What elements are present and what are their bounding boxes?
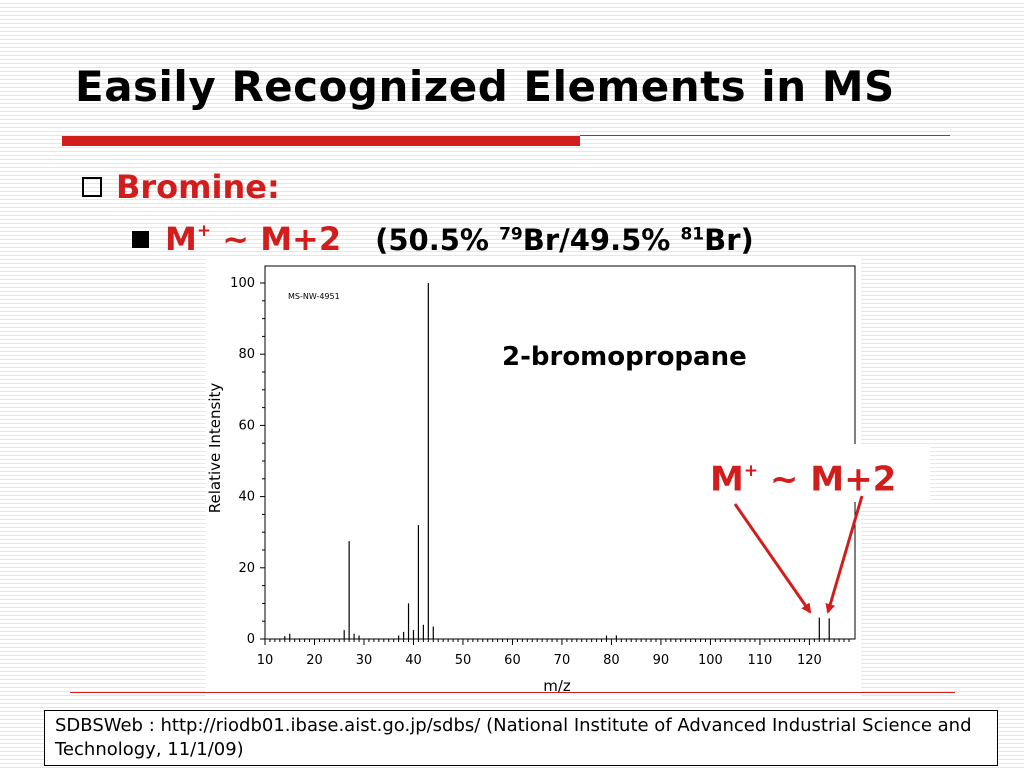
y-tick-label: 20 [238, 561, 255, 576]
x-tick-label: 40 [405, 653, 422, 668]
x-tick-label: 10 [257, 653, 274, 668]
iso-part-b: Br/49.5% [522, 223, 681, 257]
y-tick-label: 60 [238, 418, 255, 433]
callout-sup: + [743, 461, 759, 481]
compound-label: 2-bromopropane [502, 342, 747, 372]
x-axis-label: m/z [543, 677, 571, 695]
y-tick-label: 80 [238, 347, 255, 362]
x-tick-label: 110 [748, 653, 773, 668]
x-tick-label: 120 [797, 653, 822, 668]
iso-sup-81: 81 [680, 224, 705, 245]
iso-sup-79: 79 [499, 224, 523, 245]
title-underline-thick [62, 136, 580, 146]
slide-title: Easily Recognized Elements in MS [75, 62, 895, 111]
arrow-to-m-plus-2 [825, 495, 864, 614]
title-underline-thin [580, 135, 950, 136]
y-tick-label: 0 [247, 632, 255, 647]
bullet-m-plus: M+ ~ M+2 (50.5% 79Br/49.5% 81Br) [132, 220, 754, 258]
x-tick-label: 60 [504, 653, 521, 668]
x-tick-label: 80 [603, 653, 620, 668]
iso-part-c: Br) [704, 223, 754, 257]
mass-spectrum-svg: 0 20 40 60 80 100 10 20 30 40 50 60 70 80 90 100 110 120 m… [206, 265, 856, 695]
callout-m: M [710, 459, 744, 500]
x-tick-label: 50 [455, 653, 472, 668]
m-plus-sup: + [196, 221, 212, 242]
bullet-bromine: Bromine: [82, 168, 280, 206]
y-axis-label: Relative Intensity [206, 383, 224, 514]
m-plus-m: M [165, 220, 197, 258]
x-tick-label: 70 [554, 653, 571, 668]
y-tick-label: 40 [238, 490, 255, 505]
m-plus-callout: M+ ~ M+2 [700, 444, 930, 502]
x-tick-label: 100 [698, 653, 723, 668]
m-plus-text: M+ ~ M+2 [165, 220, 341, 258]
citation-box: SDBSWeb : http://riodb01.ibase.aist.go.j… [44, 710, 998, 766]
m-plus-rest: ~ M+2 [211, 220, 342, 258]
x-tick-label: 90 [653, 653, 670, 668]
bullet-bromine-label: Bromine: [116, 168, 280, 206]
spectrum-id: MS-NW-4951 [288, 292, 340, 301]
isotope-ratio: (50.5% 79Br/49.5% 81Br) [375, 223, 754, 257]
y-tick-label: 100 [230, 276, 255, 291]
x-tick-label: 20 [306, 653, 323, 668]
footer-rule [70, 692, 955, 693]
iso-part-a: (50.5% [375, 223, 500, 257]
filled-square-bullet-icon [132, 231, 149, 248]
callout-rest: ~ M+2 [758, 459, 897, 500]
x-tick-label: 30 [356, 653, 373, 668]
hollow-square-bullet-icon [82, 177, 102, 197]
arrow-to-m-plus [733, 503, 812, 614]
